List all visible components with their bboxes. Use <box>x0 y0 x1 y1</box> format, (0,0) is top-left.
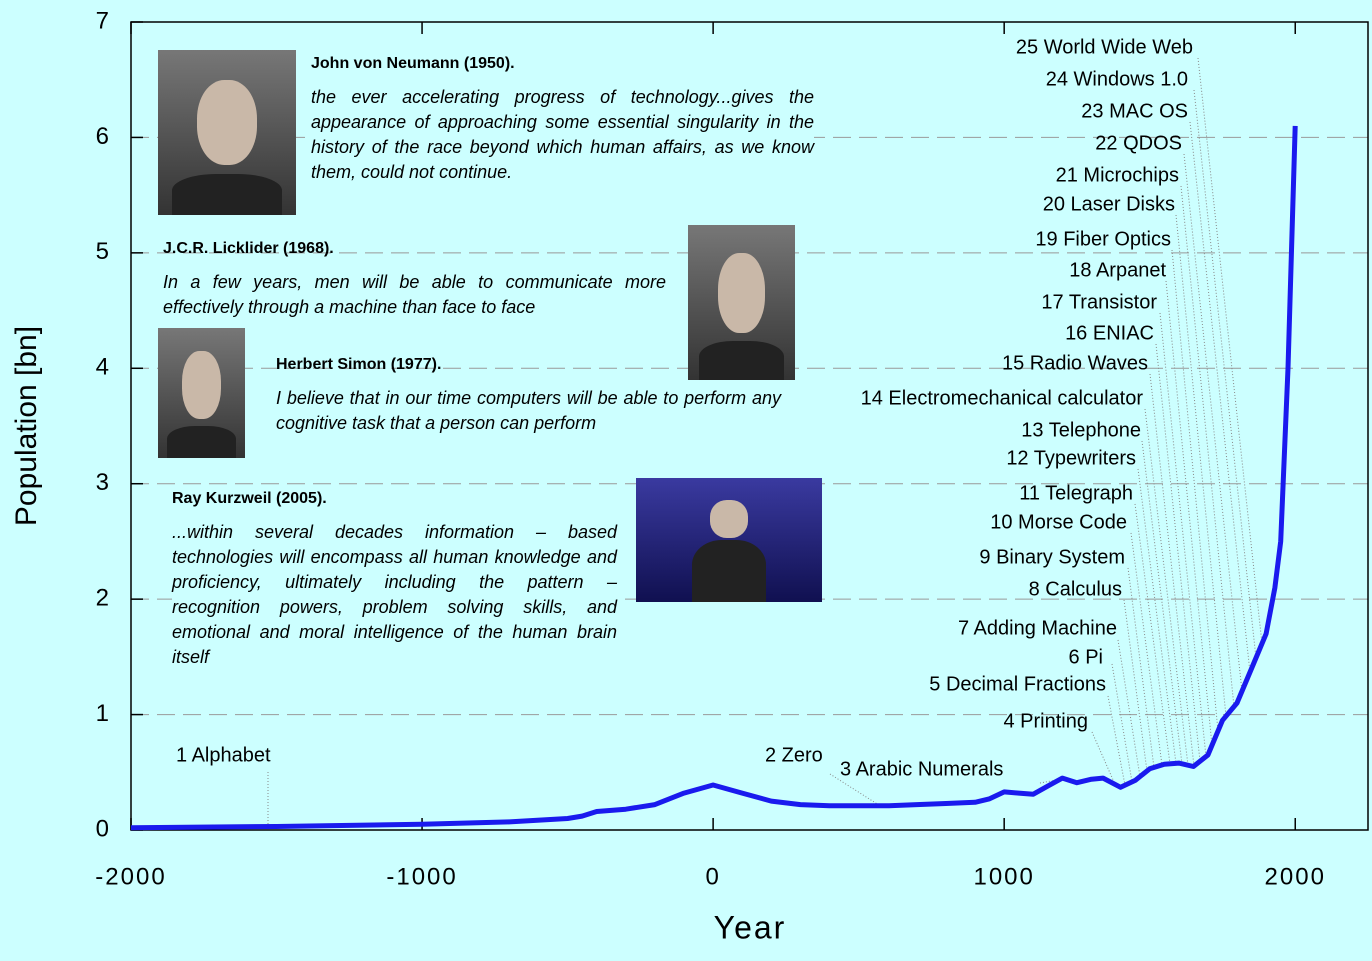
annotation: 25 World Wide Web <box>1016 36 1193 58</box>
quote: Ray Kurzweil (2005). ...within several d… <box>172 490 617 670</box>
quote-author: J.C.R. Licklider (1968). <box>163 240 666 258</box>
annotation: 23 MAC OS <box>1081 100 1188 122</box>
annotation: 10 Morse Code <box>990 511 1127 533</box>
photo <box>158 50 296 215</box>
quote-author: Herbert Simon (1977). <box>276 356 781 374</box>
leader-line <box>1118 640 1140 777</box>
annotation: 11 Telegraph <box>1019 482 1133 504</box>
annotation: 2 Zero <box>765 744 823 766</box>
annotation: 4 Printing <box>1004 710 1089 732</box>
annotation: 5 Decimal Fractions <box>929 673 1106 695</box>
leader-line <box>1128 568 1154 767</box>
quote-text: the ever accelerating progress of techno… <box>311 85 814 185</box>
y-tick-label: 4 <box>96 354 109 381</box>
leader-line <box>1181 186 1234 707</box>
leader-line <box>1190 122 1250 672</box>
leader-line <box>1172 250 1218 731</box>
leader-line <box>1166 281 1212 745</box>
y-axis-label: Population [bn] <box>10 326 43 526</box>
y-tick-label: 6 <box>96 123 109 150</box>
x-tick-label: -2000 <box>95 863 166 890</box>
annotation: 18 Arpanet <box>1069 259 1166 281</box>
leader-line <box>1131 533 1162 765</box>
annotation: 13 Telephone <box>1021 419 1141 441</box>
annotation: 3 Arabic Numerals <box>840 758 1003 780</box>
y-tick-label: 5 <box>96 238 109 265</box>
x-axis-label: Year <box>714 909 787 945</box>
annotation: 19 Fiber Optics <box>1035 228 1171 250</box>
x-tick-label: -1000 <box>386 863 457 890</box>
photo <box>636 478 822 602</box>
quote-author: Ray Kurzweil (2005). <box>172 490 617 508</box>
x-tick-label: 0 <box>705 863 720 890</box>
x-tick-label: 2000 <box>1265 863 1326 890</box>
quote-text: In a few years, men will be able to comm… <box>163 270 666 320</box>
leader-line <box>1108 696 1125 785</box>
leader-line <box>1176 215 1226 716</box>
y-tick-label: 0 <box>96 815 109 842</box>
annotation: 9 Binary System <box>979 546 1125 568</box>
page: {"chart_data": { "type": "line", "xlabel… <box>0 0 1372 961</box>
quote-text: ...within several decades information – … <box>172 520 617 670</box>
quote-author: John von Neumann (1950). <box>311 55 814 73</box>
x-tick-label: 1000 <box>973 863 1034 890</box>
annotation: 17 Transistor <box>1041 291 1157 313</box>
annotation: 24 Windows 1.0 <box>1046 68 1188 90</box>
annotation: 21 Microchips <box>1056 164 1179 186</box>
quote: Herbert Simon (1977). I believe that in … <box>276 356 781 436</box>
annotation: 12 Typewriters <box>1006 447 1136 469</box>
annotation: 16 ENIAC <box>1065 322 1154 344</box>
annotation: 7 Adding Machine <box>958 617 1117 639</box>
annotation: 8 Calculus <box>1029 578 1122 600</box>
y-tick-label: 7 <box>96 7 109 34</box>
leader-line <box>1198 58 1262 644</box>
leader-line <box>1184 154 1242 691</box>
photo <box>158 328 245 458</box>
leader-line <box>1145 409 1188 765</box>
y-tick-label: 3 <box>96 469 109 496</box>
quote-text: I believe that in our time computers wil… <box>276 386 781 436</box>
annotation: 14 Electromechanical calculator <box>861 387 1144 409</box>
y-tick-label: 2 <box>96 584 109 611</box>
quote: J.C.R. Licklider (1968). In a few years,… <box>163 240 666 320</box>
annotation: 22 QDOS <box>1095 132 1182 154</box>
annotation: 15 Radio Waves <box>1002 352 1148 374</box>
annotation: 1 Alphabet <box>176 744 271 766</box>
quote: John von Neumann (1950). the ever accele… <box>311 55 814 185</box>
leader-line <box>1135 504 1170 764</box>
annotation: 20 Laser Disks <box>1043 193 1175 215</box>
leader-line <box>1138 469 1176 763</box>
y-tick-label: 1 <box>96 700 109 727</box>
leader-line <box>1112 664 1132 782</box>
annotation: 6 Pi <box>1069 646 1103 668</box>
